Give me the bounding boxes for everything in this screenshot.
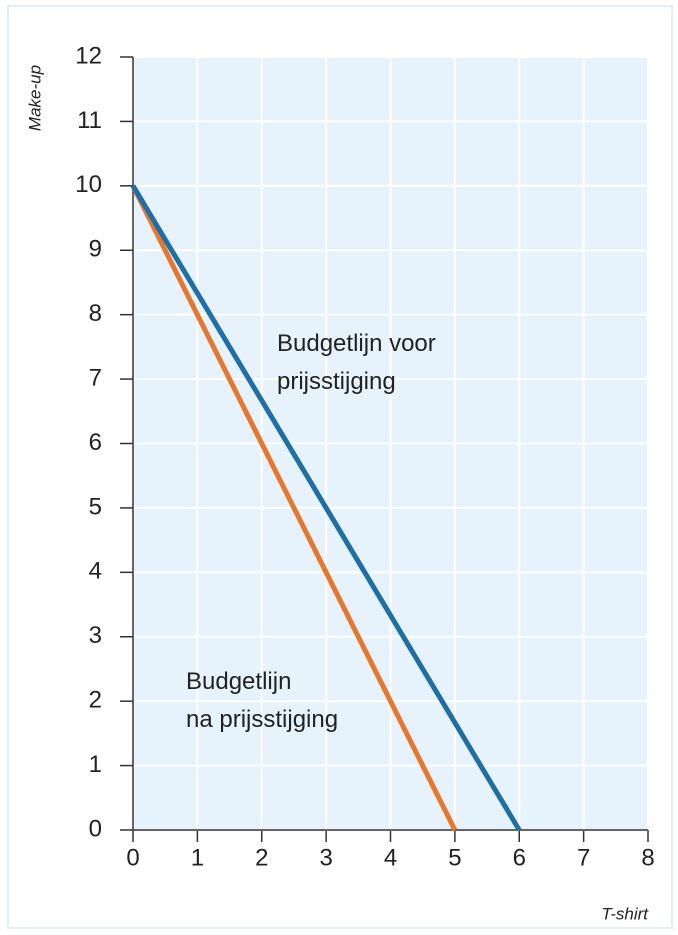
y-tick-label: 9	[89, 236, 102, 263]
annotation: prijsstijging	[277, 368, 396, 395]
y-tick-label: 4	[89, 558, 102, 585]
budget-line	[130, 184, 458, 832]
x-tick-label: 8	[641, 844, 654, 871]
y-tick-label: 0	[89, 815, 102, 842]
x-tick-label: 1	[191, 844, 204, 871]
y-tick-label: 11	[77, 107, 102, 134]
annotation: Budgetlijn voor	[277, 330, 436, 357]
x-tick-label: 0	[126, 844, 139, 871]
y-tick-label: 8	[89, 300, 102, 327]
y-tick-label: 12	[75, 42, 102, 69]
y-tick-label: 5	[89, 493, 102, 520]
x-tick-label: 6	[513, 844, 526, 871]
y-tick-label: 7	[89, 364, 102, 391]
y-tick-label: 10	[75, 171, 102, 198]
y-axis-label: Make-up	[25, 65, 44, 131]
x-axis-label: T-shirt	[601, 904, 649, 923]
x-tick-label: 2	[255, 844, 268, 871]
x-tick-label: 7	[577, 844, 590, 871]
x-tick-label: 4	[384, 844, 397, 871]
y-tick-label: 2	[89, 687, 102, 714]
frame	[7, 5, 673, 929]
y-tick-label: 6	[89, 429, 102, 456]
x-tick-label: 5	[448, 844, 461, 871]
y-tick-label: 3	[89, 622, 102, 649]
annotation: Budgetlijn	[186, 668, 291, 695]
x-tick-label: 3	[319, 844, 332, 871]
y-tick-label: 1	[89, 751, 102, 778]
annotation: na prijsstijging	[186, 706, 338, 733]
budget-line	[130, 184, 522, 832]
